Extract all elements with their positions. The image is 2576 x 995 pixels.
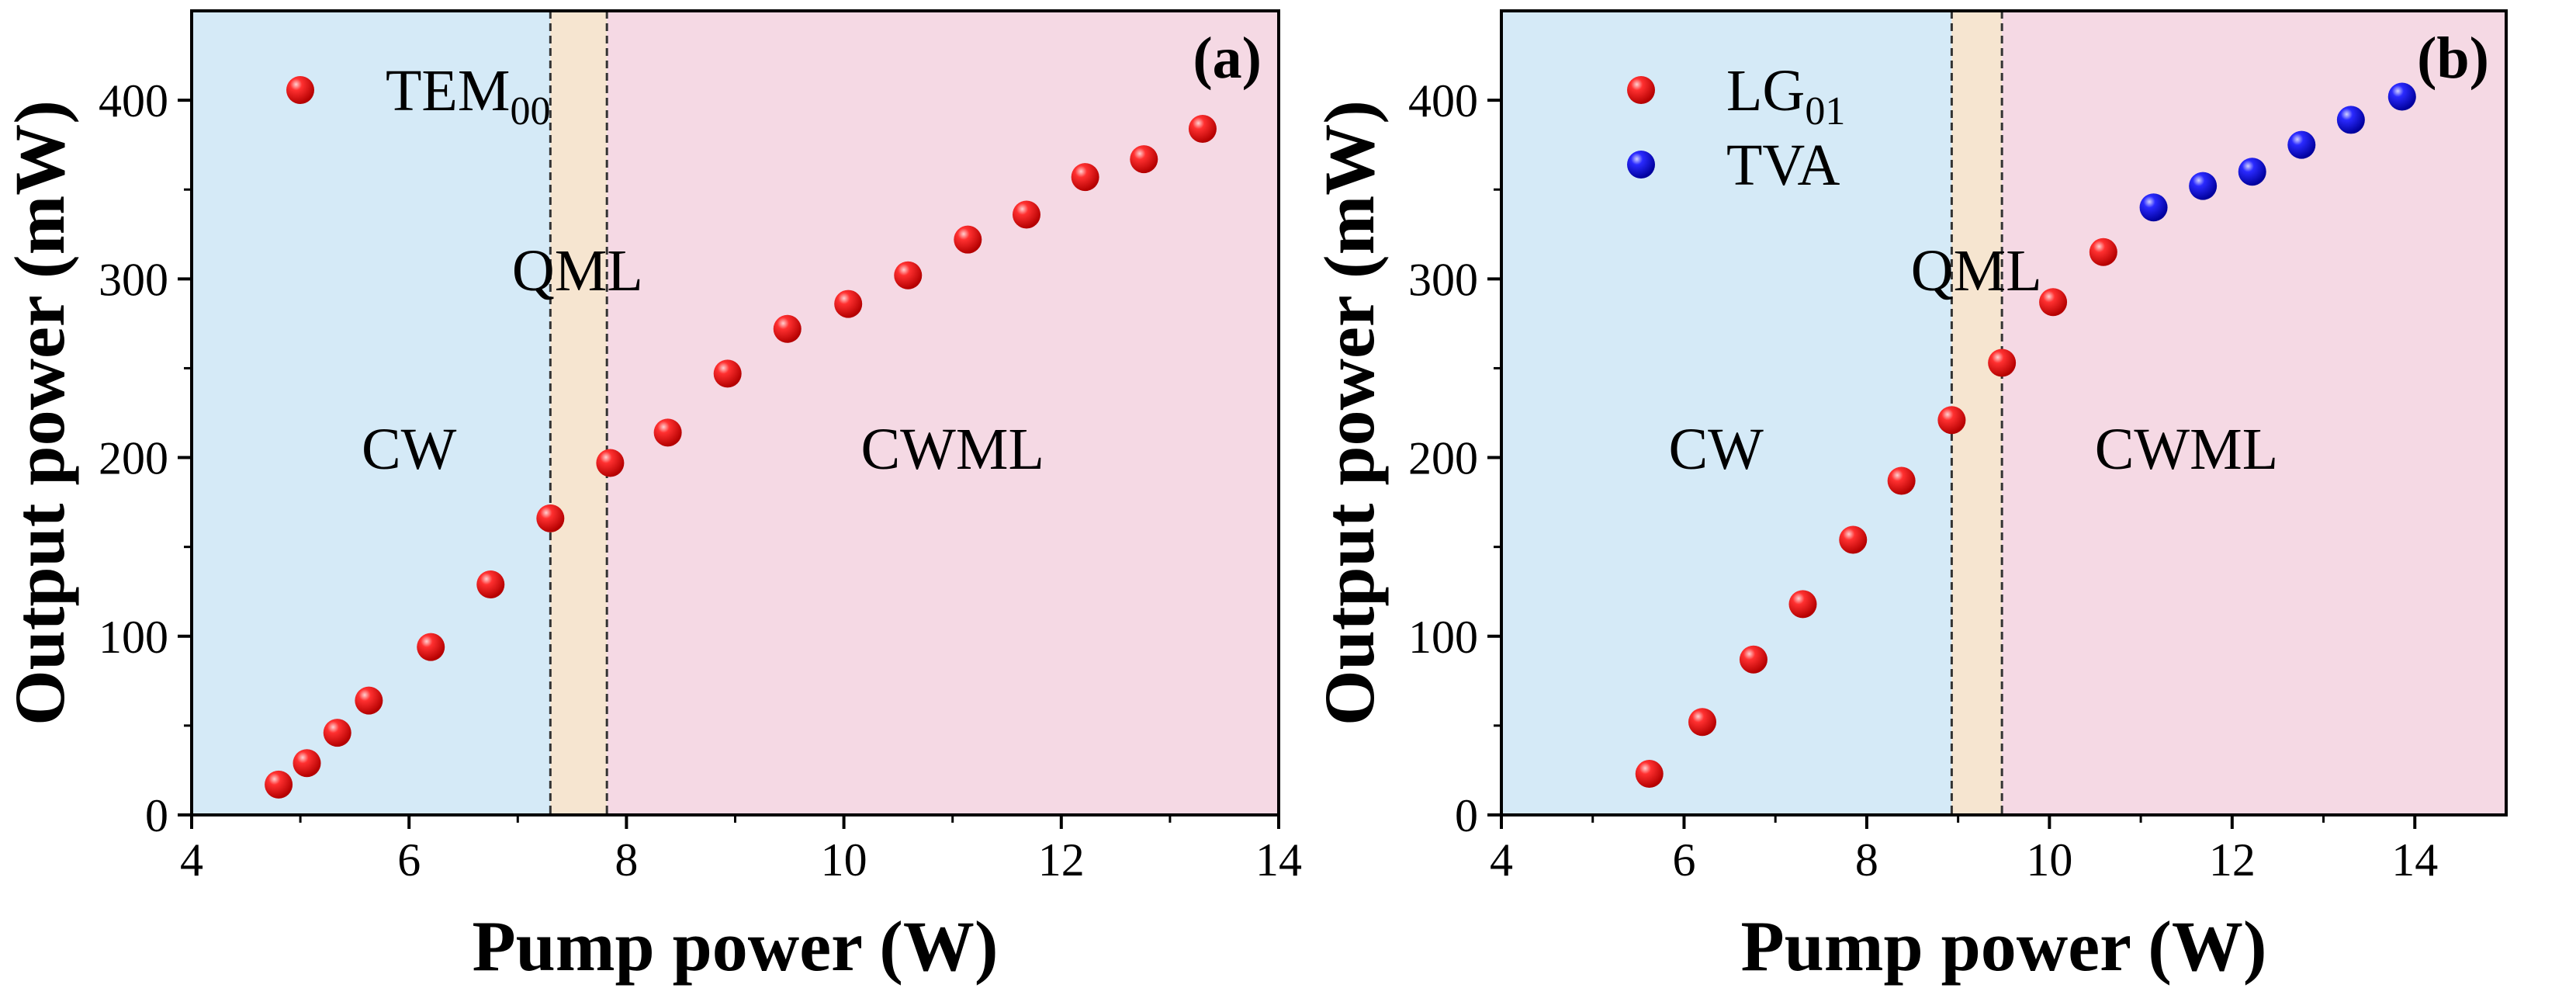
x-tick-label: 12 xyxy=(1038,834,1085,886)
legend-series-subscript: 01 xyxy=(1805,89,1845,133)
panel-label: (b) xyxy=(2417,26,2489,91)
y-tick-label: 400 xyxy=(1408,75,1478,127)
x-tick-label: 6 xyxy=(397,834,421,886)
data-point xyxy=(596,449,625,477)
legend-series-name: TEM xyxy=(386,58,510,123)
legend: TEM00 xyxy=(286,58,550,133)
y-axis-label: Output power (mW) xyxy=(0,100,79,726)
data-point xyxy=(1688,708,1716,737)
series-tva xyxy=(2139,82,2416,222)
y-tick-label: 100 xyxy=(1408,612,1478,663)
data-point xyxy=(1635,760,1664,789)
data-point xyxy=(834,289,863,318)
legend-series-subscript: 00 xyxy=(510,89,550,133)
data-point xyxy=(2139,193,2168,222)
region-annotation: CW xyxy=(362,417,457,482)
region-qml xyxy=(550,11,608,815)
region-annotation: CWML xyxy=(2095,417,2278,482)
data-point xyxy=(2189,172,2218,200)
data-point xyxy=(476,570,505,599)
x-tick-label: 10 xyxy=(821,834,867,886)
x-tick-label: 10 xyxy=(2026,834,2072,886)
x-tick-label: 6 xyxy=(1672,834,1695,886)
panel-label: (a) xyxy=(1193,26,1262,91)
legend-marker xyxy=(1627,151,1655,179)
y-tick-label: 0 xyxy=(1455,790,1478,841)
region-annotation: QML xyxy=(1911,238,2042,303)
y-tick-label: 200 xyxy=(1408,433,1478,484)
data-point xyxy=(1887,466,1916,495)
region-cwml xyxy=(2002,11,2506,815)
legend-entry: TEM00 xyxy=(386,58,550,133)
data-point xyxy=(1130,145,1158,174)
data-point xyxy=(1988,348,2017,377)
plot-frame xyxy=(1500,9,2508,816)
data-point xyxy=(1071,163,1099,192)
data-point xyxy=(2387,82,2416,111)
chart-panel-0: CW QML CWML 4 6 8 10 12 14 0 100 200 300 400 Pump powe… xyxy=(0,9,1302,986)
region-annotation: QML xyxy=(512,238,643,303)
data-point xyxy=(1788,590,1817,619)
x-tick-label: 8 xyxy=(615,834,638,886)
data-point xyxy=(417,633,445,661)
data-point xyxy=(1839,525,1868,554)
y-tick-label: 200 xyxy=(99,433,168,484)
legend-entry: LG01 xyxy=(1726,58,1845,133)
region-annotation: CW xyxy=(1668,417,1764,482)
data-point xyxy=(2336,106,2365,134)
legend-marker xyxy=(286,76,314,104)
data-point xyxy=(265,770,293,799)
y-tick-label: 300 xyxy=(99,254,168,305)
x-tick-label: 12 xyxy=(2209,834,2256,886)
legend-series-name: TVA xyxy=(1726,133,1840,198)
data-point xyxy=(2287,130,2316,159)
x-tick-label: 14 xyxy=(1255,834,1302,886)
data-point xyxy=(1012,200,1040,229)
y-tick-label: 100 xyxy=(99,612,168,663)
data-point xyxy=(894,261,923,289)
x-axis-label: Pump power (W) xyxy=(1740,907,2266,986)
data-point xyxy=(713,359,742,388)
legend-marker xyxy=(1627,76,1655,104)
x-tick-label: 8 xyxy=(1855,834,1878,886)
series-lg xyxy=(1635,237,2117,789)
x-tick-label: 4 xyxy=(1490,834,1513,886)
series-tem xyxy=(265,114,1217,799)
y-axis-label: Output power (mW) xyxy=(1310,100,1389,726)
x-tick-label: 14 xyxy=(2391,834,2438,886)
chart-panel-1: CW QML CWML 4 6 8 10 12 14 0 100 200 300 400 Pump powe… xyxy=(1310,9,2508,986)
data-point xyxy=(1937,406,1966,435)
data-point xyxy=(773,314,802,343)
data-point xyxy=(653,418,682,447)
region-cwml xyxy=(607,11,1279,815)
data-point xyxy=(2089,237,2117,266)
data-point xyxy=(323,719,351,747)
data-point xyxy=(2238,158,2266,186)
legend-entry: TVA xyxy=(1726,133,1840,198)
x-tick-label: 4 xyxy=(180,834,203,886)
y-tick-label: 0 xyxy=(145,790,168,841)
legend-series-name: LG xyxy=(1726,58,1805,123)
data-point xyxy=(1739,645,1768,674)
region-annotation: CWML xyxy=(860,417,1044,482)
data-point xyxy=(2039,288,2068,317)
data-point xyxy=(293,749,321,778)
data-point xyxy=(1188,114,1217,143)
y-tick-label: 300 xyxy=(1408,254,1478,305)
x-axis-label: Pump power (W) xyxy=(472,907,998,986)
region-cw xyxy=(192,11,551,815)
data-point xyxy=(954,225,982,254)
data-point xyxy=(355,686,383,715)
region-cw xyxy=(1501,11,1952,815)
data-point xyxy=(536,504,565,532)
y-tick-label: 400 xyxy=(99,75,168,127)
